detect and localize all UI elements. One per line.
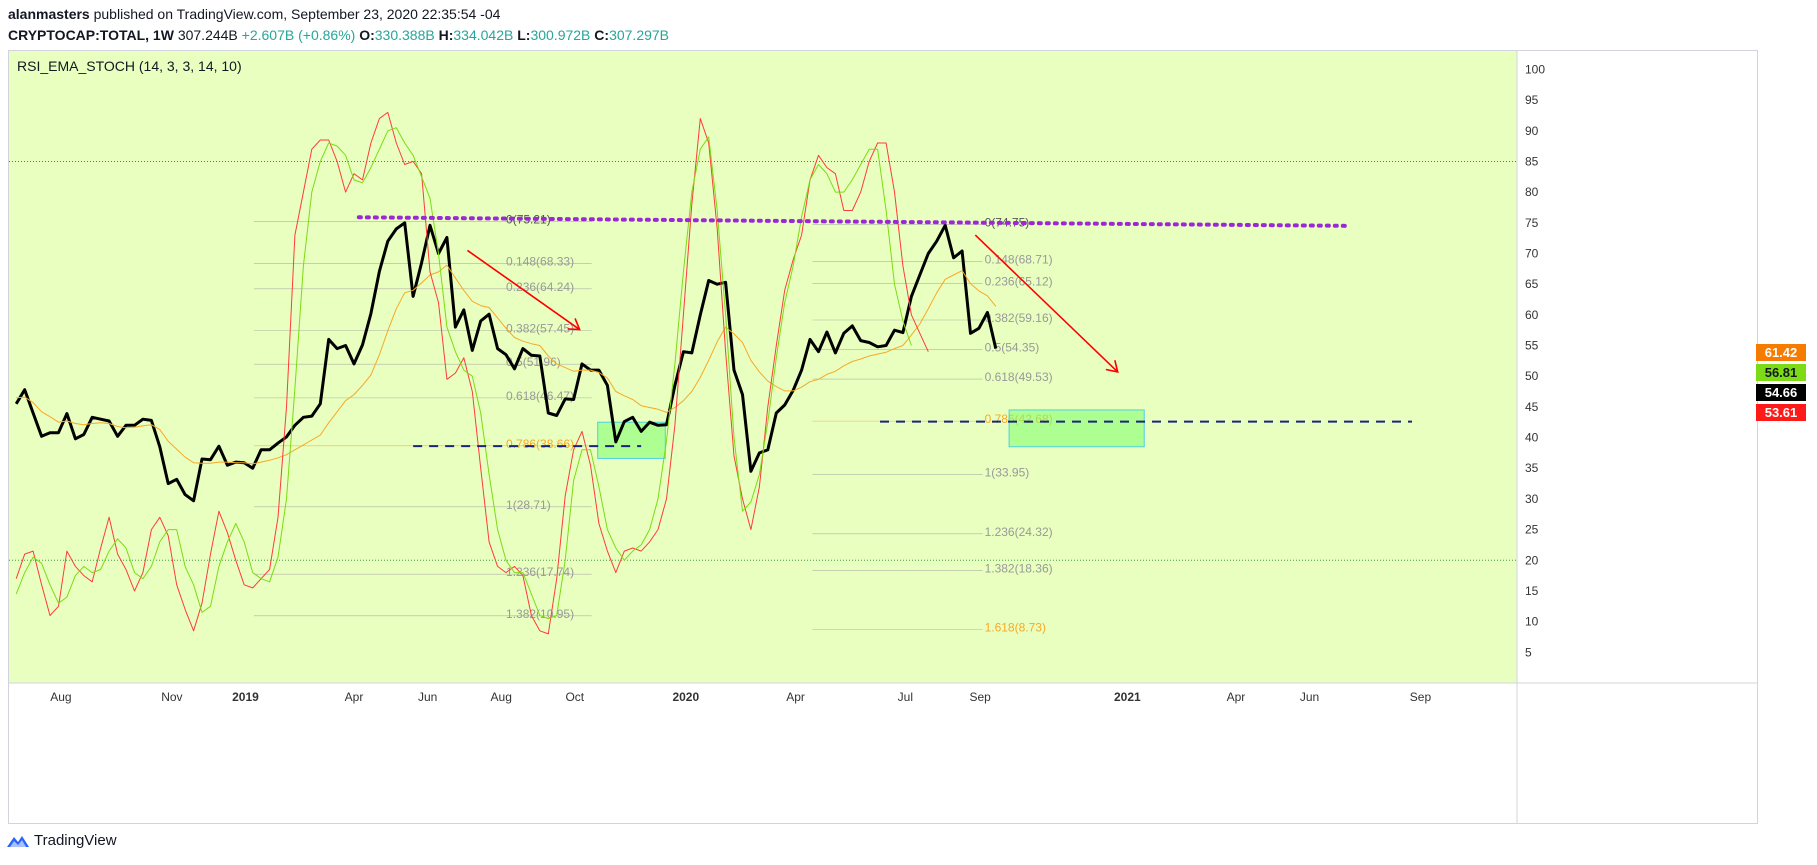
- series-line-stoch-k: [15, 111, 929, 635]
- y-tick-label: 65: [1525, 277, 1539, 291]
- trend-arrow-head: [1105, 360, 1119, 373]
- x-tick-label: 2021: [1114, 690, 1141, 704]
- fib-right-level-label: 0.618(49.53): [985, 370, 1053, 384]
- low-value: 300.972B: [530, 27, 591, 43]
- fib-right-level-label: 0.5(54.35): [985, 341, 1040, 355]
- y-tick-label: 60: [1525, 308, 1539, 322]
- price-change: +2.607B (+0.86%): [241, 27, 356, 43]
- x-tick-label: Aug: [491, 690, 512, 704]
- trend-arrow-line: [974, 234, 1119, 373]
- fib-left-level-label: 0.236(64.24): [506, 280, 574, 294]
- high-label: H:: [438, 27, 454, 43]
- price-tag: 54.66: [1756, 384, 1806, 401]
- y-tick-label: 70: [1525, 246, 1539, 260]
- footer: TradingView: [6, 832, 117, 849]
- price-tag: 56.81: [1756, 364, 1806, 381]
- y-tick-label: 10: [1525, 615, 1539, 629]
- x-tick-label: Jul: [898, 690, 913, 704]
- y-tick-label: 80: [1525, 185, 1539, 199]
- ohlc-line: CRYPTOCAP:TOTAL, 1W 307.244B +2.607B (+0…: [8, 25, 669, 46]
- close-label: C:: [594, 27, 610, 43]
- last-price: 307.244B: [177, 27, 238, 43]
- author-name[interactable]: alanmasters: [8, 6, 90, 22]
- x-tick-label: Oct: [565, 690, 584, 704]
- high-value: 334.042B: [453, 27, 514, 43]
- fib-left-level-label: 0.382(57.45): [506, 321, 574, 335]
- y-tick-label: 90: [1525, 124, 1539, 138]
- x-tick-label: Apr: [786, 690, 805, 704]
- x-tick-label: Aug: [50, 690, 71, 704]
- fib-left-level-label: 0.786(38.66): [506, 437, 574, 451]
- y-tick-label: 15: [1525, 584, 1539, 598]
- indicator-chart[interactable]: 100 95 90 85 80 75 70 65 60 55 50 45 40 35 30 25 20 15 10 5…: [9, 51, 1757, 823]
- x-tick-label: Sep: [969, 690, 991, 704]
- y-tick-label: 85: [1525, 154, 1539, 168]
- chart-pane[interactable]: 100 95 90 85 80 75 70 65 60 55 50 45 40 35 30 25 20 15 10 5…: [8, 50, 1758, 824]
- y-tick-label: 30: [1525, 492, 1539, 506]
- fib-left-level-label: 1(28.71): [506, 498, 551, 512]
- trend-arrow-line: [466, 249, 581, 331]
- fib-right-level-label: 0.148(68.71): [985, 252, 1053, 266]
- fib-right-level-label: 1(33.95): [985, 466, 1030, 480]
- target-zone-box: [597, 421, 666, 459]
- y-tick-label: 35: [1525, 461, 1539, 475]
- y-tick-label: 45: [1525, 400, 1539, 414]
- close-value: 307.297B: [609, 27, 670, 43]
- x-tick-label: 2019: [232, 690, 259, 704]
- series-line-rsi: [14, 221, 998, 503]
- fib-left-level-label: 0.148(68.33): [506, 255, 574, 269]
- y-tick-label: 25: [1525, 523, 1539, 537]
- fib-right-level-label: 0.382(59.16): [985, 311, 1053, 325]
- y-tick-label: 55: [1525, 339, 1539, 353]
- x-tick-label: Jun: [1300, 690, 1319, 704]
- y-tick-label: 5: [1525, 645, 1532, 659]
- y-tick-label: 95: [1525, 93, 1539, 107]
- open-label: O:: [359, 27, 375, 43]
- tradingview-logo-icon: [7, 835, 29, 847]
- fib-right-level-label: 1.618(8.73): [985, 620, 1046, 634]
- y-tick-label: 100: [1525, 62, 1545, 76]
- x-tick-label: Apr: [1227, 690, 1246, 704]
- fib-right-level-label: 1.382(18.36): [985, 561, 1053, 575]
- y-tick-label: 75: [1525, 216, 1539, 230]
- target-zone-box: [1008, 409, 1145, 448]
- footer-brand[interactable]: TradingView: [34, 832, 117, 849]
- x-tick-label: 2020: [672, 690, 699, 704]
- symbol-label[interactable]: CRYPTOCAP:TOTAL, 1W: [8, 27, 174, 43]
- fib-right-level-label: 0.236(65.12): [985, 274, 1053, 288]
- x-tick-label: Nov: [161, 690, 182, 704]
- fib-left-level-label: 1.382(10.95): [506, 607, 574, 621]
- low-label: L:: [517, 27, 531, 43]
- plot-background: [9, 51, 1517, 683]
- price-tag: 61.42: [1756, 344, 1806, 361]
- open-value: 330.388B: [374, 27, 435, 43]
- x-tick-label: Sep: [1410, 690, 1432, 704]
- publish-line: alanmasters published on TradingView.com…: [8, 4, 669, 25]
- x-tick-label: Jun: [418, 690, 437, 704]
- trend-arrow-head: [567, 318, 581, 331]
- x-tick-label: Apr: [345, 690, 364, 704]
- resistance-dotted-line: [356, 215, 1353, 228]
- series-line-ema: [16, 264, 997, 465]
- fib-left-level-label: 0.618(46.47): [506, 389, 574, 403]
- y-tick-label: 20: [1525, 553, 1539, 567]
- series-line-stoch-d: [15, 127, 912, 620]
- publish-info: published on TradingView.com, September …: [89, 6, 501, 22]
- fib-right-level-label: 1.236(24.32): [985, 525, 1053, 539]
- y-tick-label: 40: [1525, 431, 1539, 445]
- chart-header: alanmasters published on TradingView.com…: [8, 4, 669, 46]
- indicator-legend[interactable]: RSI_EMA_STOCH (14, 3, 3, 14, 10): [17, 58, 242, 74]
- price-tag: 53.61: [1756, 404, 1806, 421]
- y-tick-label: 50: [1525, 369, 1539, 383]
